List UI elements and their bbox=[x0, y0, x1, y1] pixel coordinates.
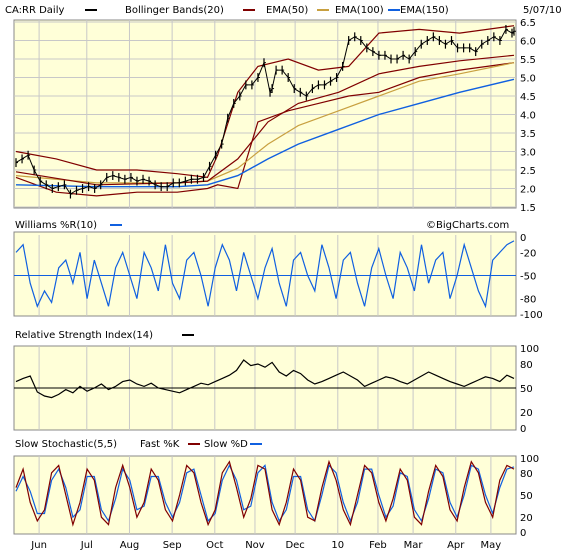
panel2-tick-label: 50 bbox=[520, 384, 533, 395]
panel3-tick-label: 0 bbox=[520, 528, 526, 539]
panel1-tick-label: 0 bbox=[520, 233, 526, 244]
stochastic-header: Slow Stochastic(5,5) Fast %K Slow %D bbox=[15, 439, 262, 450]
legend-ema150: EMA(150) bbox=[400, 5, 449, 16]
date-label: 5/07/10 bbox=[523, 5, 562, 16]
panel2-tick-label: 80 bbox=[520, 360, 533, 371]
price-tick-label: 3.5 bbox=[520, 129, 536, 140]
price-tick-label: 5.5 bbox=[520, 55, 536, 66]
panel1-tick-label: -20 bbox=[520, 248, 536, 259]
williams-panel bbox=[13, 231, 517, 317]
ema50-line bbox=[15, 54, 515, 186]
panel1-tick-label: -80 bbox=[520, 295, 536, 306]
williams-line bbox=[15, 240, 515, 309]
rsi-header: Relative Strength Index(14) bbox=[15, 330, 194, 341]
panel1-tick-label: -50 bbox=[520, 272, 536, 283]
panel2-tick-label: 100 bbox=[520, 344, 539, 355]
rsi-title: Relative Strength Index(14) bbox=[15, 330, 153, 341]
price-tick-label: 2.0 bbox=[520, 185, 536, 196]
month-label: Nov bbox=[245, 540, 265, 551]
watermark: ©BigCharts.com bbox=[426, 220, 509, 231]
month-label: Jun bbox=[30, 540, 47, 551]
panel1-tick-label: -100 bbox=[520, 310, 543, 321]
fast-k-line bbox=[15, 459, 515, 527]
month-label: 10 bbox=[331, 540, 344, 551]
price-tick-label: 6.0 bbox=[520, 37, 536, 48]
panel3-tick-label: 50 bbox=[520, 491, 533, 502]
price-tick-label: 4.5 bbox=[520, 92, 536, 103]
month-label: Dec bbox=[285, 540, 304, 551]
panel3-tick-label: 20 bbox=[520, 513, 533, 524]
month-label: May bbox=[481, 540, 502, 551]
month-label: Aug bbox=[120, 540, 140, 551]
price-tick-label: 1.5 bbox=[520, 203, 536, 214]
bollinger-upper-line bbox=[15, 25, 515, 179]
price-tick-label: 6.5 bbox=[520, 18, 536, 29]
price-tick-label: 3.0 bbox=[520, 148, 536, 159]
fast-k-swatch bbox=[188, 443, 200, 445]
price-close-line bbox=[15, 28, 515, 195]
slow-d-line bbox=[15, 464, 515, 523]
bollinger-lower-line bbox=[15, 62, 515, 197]
ema100-swatch bbox=[317, 9, 329, 11]
ema150-swatch bbox=[388, 9, 400, 11]
legend-ema100: EMA(100) bbox=[335, 5, 384, 16]
month-label: Feb bbox=[369, 540, 387, 551]
price-tick-label: 2.5 bbox=[520, 166, 536, 177]
price-tick-label: 5.0 bbox=[520, 74, 536, 85]
price-tick-label: 4.0 bbox=[520, 111, 536, 122]
month-label: Sep bbox=[163, 540, 182, 551]
slow-d-swatch bbox=[250, 443, 262, 445]
williams-title: Williams %R(10) bbox=[15, 220, 97, 231]
stochastic-title: Slow Stochastic(5,5) bbox=[15, 439, 117, 450]
panel2-tick-label: 0 bbox=[520, 424, 526, 435]
month-label: Mar bbox=[404, 540, 424, 551]
panel3-tick-label: 80 bbox=[520, 469, 533, 480]
legend-slow-d: Slow %D bbox=[204, 439, 248, 450]
month-label: Jul bbox=[80, 540, 93, 551]
rsi-line bbox=[15, 359, 515, 399]
panel3-tick-label: 100 bbox=[520, 454, 539, 465]
panel2-tick-label: 20 bbox=[520, 408, 533, 419]
month-label: Apr bbox=[447, 540, 465, 551]
legend-ema50: EMA(50) bbox=[266, 5, 308, 16]
bollinger-swatch bbox=[243, 9, 255, 11]
williams-header: Williams %R(10) ©BigCharts.com bbox=[15, 220, 509, 231]
price-legend-swatch bbox=[85, 9, 97, 11]
williams-swatch bbox=[110, 224, 122, 226]
month-label: Oct bbox=[206, 540, 223, 551]
price-header: CA:RR Daily Bollinger Bands(20) EMA(50) … bbox=[5, 5, 562, 16]
legend-bollinger: Bollinger Bands(20) bbox=[125, 5, 224, 16]
rsi-swatch bbox=[182, 334, 194, 336]
legend-fast-k: Fast %K bbox=[140, 439, 180, 450]
symbol-label: CA:RR Daily bbox=[5, 5, 64, 16]
